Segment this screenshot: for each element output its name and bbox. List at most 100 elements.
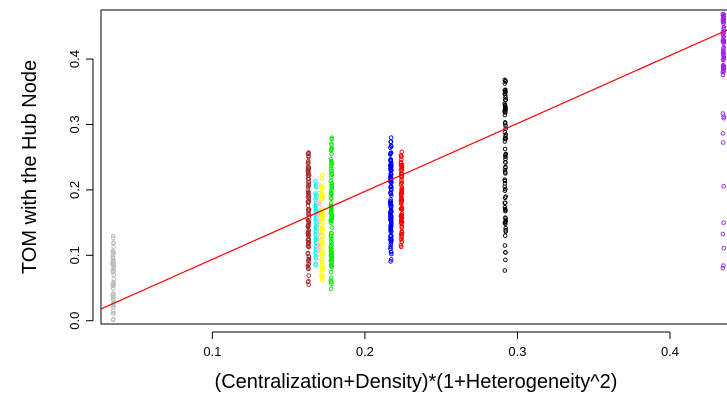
data-point [399,219,405,225]
data-point [720,33,726,38]
data-point [399,239,404,245]
data-point [329,240,334,245]
data-point [398,206,404,212]
data-point [328,286,334,292]
data-point [319,267,325,273]
data-point [502,130,508,135]
data-point [399,188,405,194]
data-point [319,250,325,255]
data-point [388,135,394,140]
series-5 [328,135,335,292]
data-point [502,268,508,273]
data-point [387,152,393,157]
data-point [306,222,311,228]
data-point [313,232,319,237]
x-axis-title: (Centralization+Density)*(1+Heterogeneit… [215,371,618,393]
data-point [399,237,404,242]
data-point [306,171,311,176]
data-point [329,158,334,164]
data-point [111,250,117,256]
data-point [721,220,726,225]
data-point [503,79,508,84]
data-point [110,235,116,241]
data-point [329,210,334,216]
fit-line-layer [101,29,727,310]
data-point [388,163,393,169]
data-point [388,156,393,162]
data-point [328,178,334,184]
data-point [319,226,324,232]
data-point [502,112,508,118]
data-point [503,217,508,223]
data-point [503,134,508,139]
data-point [110,296,116,302]
data-point [399,194,404,200]
data-point [721,38,726,44]
data-point [329,181,334,186]
data-point [721,115,726,121]
data-point [314,215,319,220]
data-point [305,164,311,170]
data-point [328,238,334,243]
data-point [721,184,727,189]
data-point [319,241,325,246]
data-point [319,214,325,220]
data-point [721,263,726,268]
data-point [111,291,116,296]
data-point [110,283,116,289]
data-point [314,235,319,240]
data-point [503,105,508,111]
y-axis-title: TOM with the Hub Node [19,60,41,274]
series-6 [387,135,394,264]
data-point [389,184,394,190]
data-point [399,187,405,192]
data-point [329,225,335,230]
data-point [388,259,393,264]
data-point [110,260,116,266]
data-point [110,233,116,239]
data-point [320,265,325,271]
data-point [313,203,318,209]
data-point [502,243,508,248]
data-point [305,243,311,249]
data-point [313,262,318,268]
data-point [316,182,322,187]
data-point [503,257,508,263]
data-point [319,263,325,268]
data-point [306,273,311,278]
data-point [388,208,394,213]
data-point [111,241,116,246]
regression-line [101,29,727,310]
data-point [720,231,726,237]
y-tick-label: 0.1 [67,246,82,264]
y-tick-label: 0.4 [67,50,82,68]
data-point [398,220,404,226]
data-point [319,176,325,182]
x-axis: 0.1 0.2 0.3 0.4 [203,331,679,359]
data-point [320,254,325,260]
data-point [398,200,404,205]
data-point [110,270,116,275]
data-point [388,217,394,223]
data-point [398,154,404,159]
data-point [319,260,325,266]
data-point [399,230,405,235]
data-point [721,246,726,251]
data-point [328,250,334,255]
data-point [328,263,334,269]
y-tick-label: 0.2 [67,181,82,199]
data-point [329,191,334,196]
data-point [388,212,393,218]
data-point [388,199,394,204]
data-point [720,265,726,271]
data-point [306,193,312,199]
data-point [316,232,321,237]
data-point [306,233,311,238]
data-point [320,233,326,238]
data-point [388,257,394,262]
data-point [388,244,393,250]
data-point [319,185,325,190]
series-7 [398,149,405,250]
data-point [503,93,508,98]
data-point [398,167,404,173]
